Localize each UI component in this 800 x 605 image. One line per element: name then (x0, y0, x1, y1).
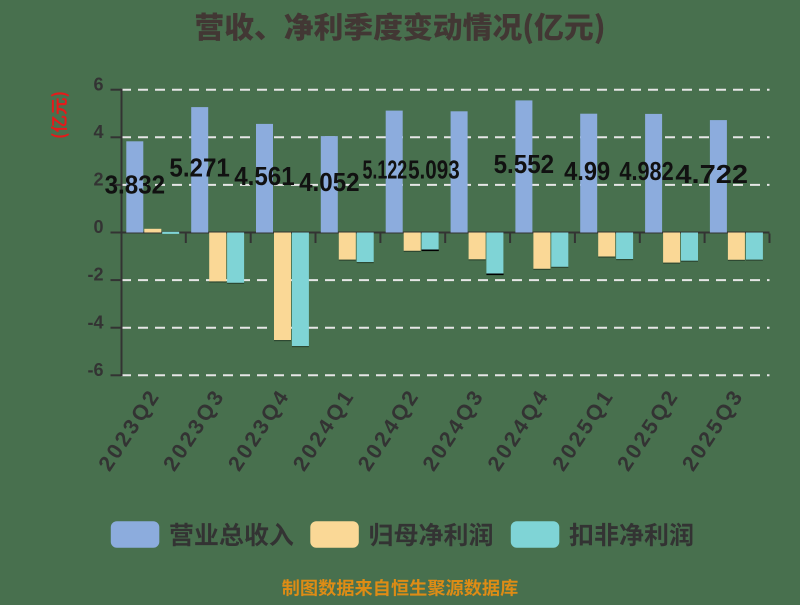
svg-text:-2: -2 (87, 265, 103, 285)
svg-text:4: 4 (93, 122, 103, 142)
svg-text:5.122: 5.122 (363, 154, 408, 184)
svg-text:-4: -4 (87, 312, 103, 332)
svg-text:6: 6 (93, 74, 103, 94)
svg-text:-6: -6 (87, 360, 103, 380)
svg-text:5.271: 5.271 (169, 153, 230, 183)
svg-text:4.982: 4.982 (619, 156, 673, 186)
svg-text:4.561: 4.561 (234, 161, 295, 191)
svg-text:4.722: 4.722 (675, 159, 748, 189)
svg-text:3.832: 3.832 (105, 170, 166, 200)
svg-text:4.052: 4.052 (299, 167, 360, 197)
svg-text:2: 2 (93, 170, 103, 190)
svg-text:5.552: 5.552 (494, 149, 554, 179)
svg-text:0: 0 (93, 217, 103, 237)
svg-text:5.093: 5.093 (408, 155, 460, 185)
svg-text:4.99: 4.99 (564, 156, 610, 186)
